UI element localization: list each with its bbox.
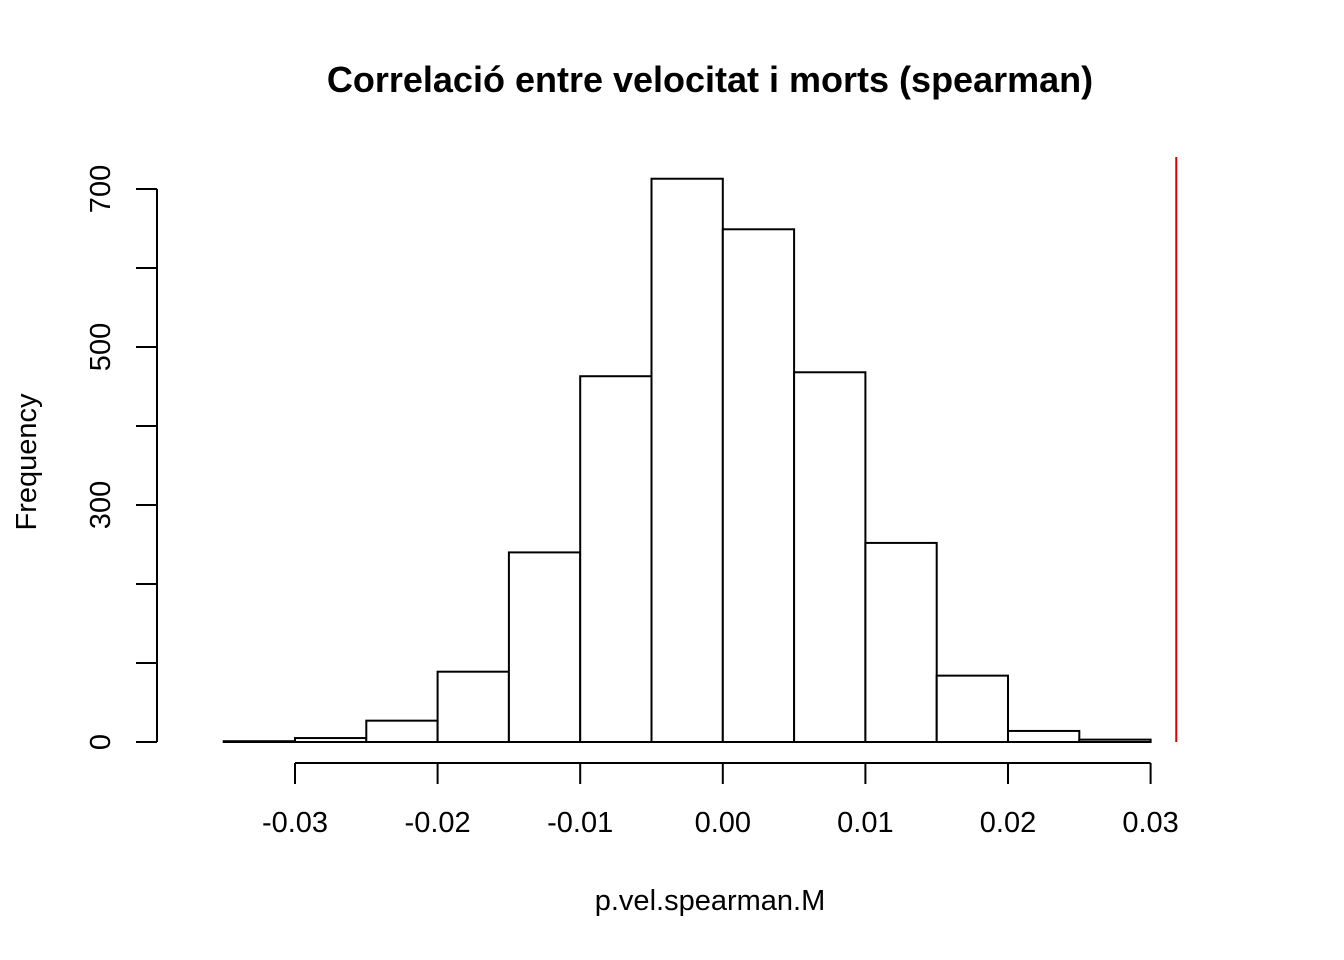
histogram-bar bbox=[1007, 729, 1081, 744]
histogram-bar bbox=[793, 371, 867, 743]
x-axis-label: p.vel.spearman.M bbox=[595, 885, 826, 917]
histogram-bar bbox=[507, 551, 582, 744]
histogram-bar bbox=[222, 740, 296, 744]
y-tick-label: 300 bbox=[85, 481, 117, 529]
histogram-bar bbox=[864, 541, 938, 743]
x-axis: -0.03 -0.02 -0.01 0.00 0.01 0.02 0.03 bbox=[262, 762, 1179, 839]
histogram-bar bbox=[1078, 738, 1152, 744]
histogram-bar bbox=[365, 719, 439, 743]
x-tick-label: -0.03 bbox=[262, 807, 328, 839]
x-tick-label: -0.02 bbox=[405, 807, 471, 839]
x-tick-label: -0.01 bbox=[547, 807, 613, 839]
x-tick-label: 0.02 bbox=[980, 807, 1036, 839]
histogram-bar bbox=[935, 674, 1010, 744]
histogram-bar bbox=[579, 375, 653, 743]
histogram-bar bbox=[294, 737, 368, 743]
x-tick-label: 0.00 bbox=[695, 807, 751, 839]
y-tick-label: 700 bbox=[85, 165, 117, 213]
y-axis: 0 300 500 700 bbox=[85, 165, 158, 750]
histogram-bar bbox=[650, 177, 724, 744]
histogram-bar bbox=[436, 670, 510, 743]
y-tick-label: 0 bbox=[85, 734, 117, 750]
x-tick-label: 0.03 bbox=[1122, 807, 1178, 839]
x-tick-label: 0.01 bbox=[837, 807, 893, 839]
y-tick-label: 500 bbox=[85, 323, 117, 371]
chart-title: Correlació entre velocitat i morts (spea… bbox=[327, 59, 1093, 100]
histogram-bars bbox=[222, 177, 1152, 744]
histogram-bar bbox=[721, 228, 796, 744]
y-axis-label: Frequency bbox=[11, 393, 43, 531]
